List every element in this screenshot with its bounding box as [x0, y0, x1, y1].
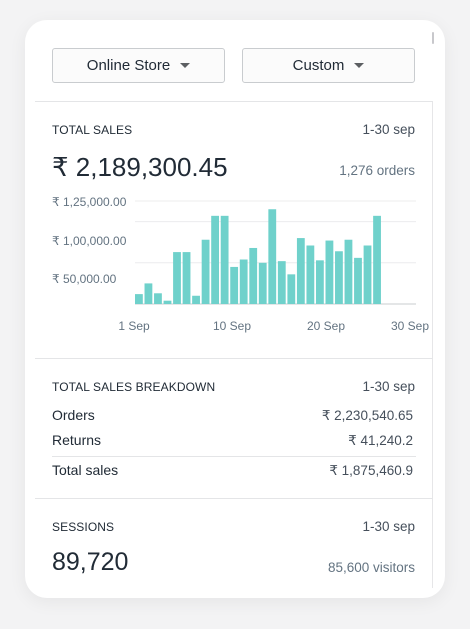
- sessions-count: 89,720: [52, 548, 129, 576]
- y-tick-label: ₹ 50,000.00: [52, 272, 117, 286]
- bar-12[interactable]: [239, 259, 248, 305]
- bar-14[interactable]: [258, 262, 267, 304]
- bar-23[interactable]: [344, 239, 353, 304]
- channel-dropdown-label: Online Store: [86, 57, 171, 74]
- breakdown-row-label: Orders: [52, 407, 95, 423]
- orders-count: 1,276 orders: [339, 163, 415, 178]
- x-tick-label: 1 Sep: [118, 319, 150, 333]
- x-tick-label: 30 Sep: [390, 319, 430, 333]
- bar-18[interactable]: [296, 238, 305, 304]
- total-sales-title: TOTAL SALES: [52, 123, 133, 137]
- bar-17[interactable]: [287, 274, 296, 304]
- breakdown-row-value: ₹ 41,240.2: [348, 433, 413, 448]
- x-tick-label: 10 Sep: [212, 319, 252, 333]
- bar-7[interactable]: [192, 295, 200, 304]
- bar-26[interactable]: [373, 215, 381, 304]
- scrollbar-thumb[interactable]: [432, 32, 434, 44]
- bar-21[interactable]: [325, 240, 334, 304]
- breakdown-row-label: Returns: [52, 432, 102, 448]
- breakdown-row-label: Total sales: [52, 462, 119, 478]
- divider: [35, 358, 433, 359]
- visitors-count: 85,600 visitors: [327, 560, 415, 575]
- bar-22[interactable]: [335, 251, 343, 304]
- period-dropdown[interactable]: Custom: [242, 48, 415, 83]
- breakdown-row-value: ₹ 1,875,460.9: [329, 463, 413, 478]
- bar-15[interactable]: [268, 209, 277, 304]
- breakdown-range: 1-30 sep: [362, 379, 415, 394]
- bar-9[interactable]: [211, 215, 220, 304]
- total-sales-range: 1-30 sep: [362, 122, 415, 137]
- y-tick-label: ₹ 1,00,000.00: [52, 234, 127, 248]
- period-dropdown-label: Custom: [292, 57, 345, 74]
- total-sales-amount: ₹ 2,189,300.45: [52, 152, 228, 182]
- bar-11[interactable]: [230, 266, 239, 304]
- bar-16[interactable]: [277, 261, 286, 304]
- bar-4[interactable]: [163, 300, 172, 304]
- caret-down-icon: [354, 63, 365, 68]
- sessions-title: SESSIONS: [52, 520, 115, 534]
- y-tick-label: ₹ 1,25,000.00: [52, 195, 127, 209]
- breakdown-divider: [52, 456, 416, 457]
- bar-20[interactable]: [315, 260, 324, 304]
- caret-down-icon: [180, 63, 191, 68]
- bar-1[interactable]: [135, 294, 143, 304]
- bar-10[interactable]: [220, 215, 229, 304]
- bar-8[interactable]: [201, 239, 210, 304]
- bar-5[interactable]: [173, 252, 181, 304]
- x-tick-label: 20 Sep: [306, 319, 346, 333]
- bar-19[interactable]: [306, 245, 315, 305]
- bar-13[interactable]: [249, 247, 258, 304]
- breakdown-row-value: ₹ 2,230,540.65: [321, 408, 413, 423]
- sessions-range: 1-30 sep: [362, 519, 415, 534]
- breakdown-title: TOTAL SALES BREAKDOWN: [52, 380, 216, 394]
- channel-dropdown[interactable]: Online Store: [52, 48, 225, 83]
- bar-3[interactable]: [154, 293, 162, 304]
- divider: [35, 101, 433, 102]
- bar-6[interactable]: [182, 252, 191, 304]
- divider: [35, 498, 433, 499]
- bar-2[interactable]: [144, 283, 153, 304]
- bar-25[interactable]: [363, 245, 372, 305]
- analytics-card: [25, 20, 445, 598]
- bar-24[interactable]: [354, 257, 362, 304]
- panel-divider: [432, 101, 433, 588]
